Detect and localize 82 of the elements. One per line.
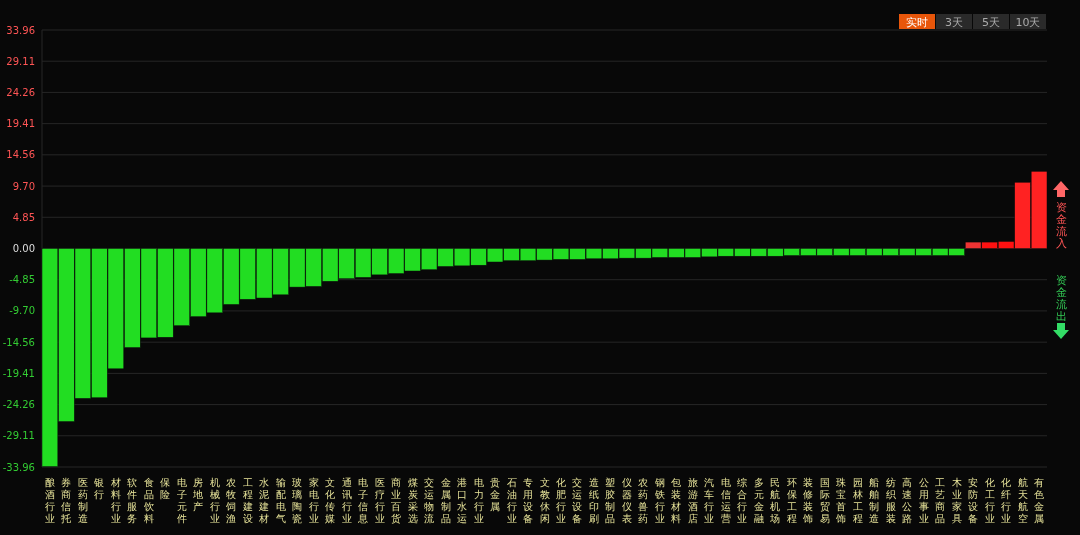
y-tick-label: -4.85: [9, 274, 35, 286]
x-tick-label: 家电行业: [308, 477, 319, 524]
x-tick-label: 金属制品: [440, 477, 451, 524]
x-tick-label: 化工行业: [984, 477, 995, 524]
x-tick-label: 券商信托: [60, 477, 72, 524]
y-tick-label: 19.41: [6, 118, 35, 130]
x-tick-label: 工程建设: [241, 477, 253, 524]
text: 资金流入: [1055, 201, 1067, 250]
x-tick-label: 贵金属: [490, 477, 501, 512]
x-tick-label: 航天航空: [1017, 477, 1028, 524]
y-tick-label: 29.11: [6, 55, 35, 67]
x-tick-label: 电力行业: [473, 477, 484, 524]
x-tick-label: 包装材料: [670, 477, 682, 524]
x-tick-label: 港口水运: [457, 477, 468, 524]
y-tick-label: 9.70: [12, 180, 35, 192]
x-tick-label: 纺织服装: [885, 477, 896, 524]
x-tick-label: 电信运营: [720, 477, 731, 524]
x-tick-label: 石油行业: [506, 477, 517, 524]
x-tick-label: 有色金属: [1034, 477, 1045, 524]
y-tick-label: -19.41: [2, 367, 35, 379]
x-tick-label: 汽车行业: [704, 477, 715, 524]
text: 3天: [945, 15, 963, 29]
x-tick-label: 钢铁行业: [653, 477, 665, 524]
text: 5天: [982, 15, 1000, 29]
x-tick-label: 旅游酒店: [687, 477, 698, 524]
x-tick-label: 民航机场: [769, 477, 781, 524]
y-tick-label: -24.26: [2, 399, 35, 411]
x-tick-label: 船舶制造: [869, 477, 880, 524]
y-tick-label: 24.26: [6, 86, 35, 98]
x-tick-label: 多元金融: [753, 477, 764, 524]
x-tick-label: 农药兽药: [638, 477, 649, 524]
x-tick-label: 文教休闲: [539, 477, 550, 524]
x-tick-label: 银行: [93, 477, 105, 500]
x-tick-label: 工艺商品: [935, 477, 946, 524]
text: 资金流出: [1055, 274, 1067, 323]
x-tick-label: 机械行业: [209, 477, 220, 524]
y-tick-label: -29.11: [2, 430, 35, 442]
x-tick-label: 综合行业: [737, 477, 748, 524]
x-tick-label: 电子元件: [176, 477, 187, 524]
x-tick-label: 安防设备: [968, 477, 979, 524]
x-tick-label: 农牧饲渔: [225, 477, 237, 524]
x-tick-label: 化纤行业: [1001, 477, 1012, 524]
x-tick-label: 化肥行业: [555, 477, 566, 524]
x-tick-label: 房地产: [192, 477, 204, 512]
x-tick-label: 输配电气: [275, 477, 286, 524]
y-tick-label: -14.56: [2, 336, 35, 348]
x-tick-label: 交运设备: [572, 477, 583, 524]
x-tick-label: 软件服务: [127, 477, 138, 524]
x-tick-label: 文化传媒: [325, 477, 336, 524]
text: 实时: [906, 15, 928, 29]
x-tick-label: 医药制造: [77, 477, 88, 524]
x-tick-label: 园林工程: [851, 477, 863, 524]
x-tick-label: 交运物流: [424, 477, 435, 524]
y-tick-label: -9.70: [9, 305, 35, 317]
x-tick-label: 塑胶制品: [605, 477, 616, 524]
x-tick-label: 仪器仪表: [621, 477, 632, 524]
y-tick-label: 14.56: [6, 149, 35, 161]
x-tick-label: 食品饮料: [142, 477, 154, 524]
x-tick-label: 高速公路: [902, 477, 913, 524]
x-tick-label: 商业百货: [391, 477, 402, 524]
x-tick-label: 国际贸易: [819, 477, 830, 524]
x-tick-label: 装修装饰: [802, 477, 814, 524]
x-tick-label: 电子信息: [357, 477, 369, 524]
x-tick-label: 保险: [160, 477, 171, 500]
x-tick-label: 造纸印刷: [588, 477, 599, 524]
x-tick-label: 材料行业: [109, 477, 121, 524]
text: 10天: [1015, 15, 1041, 29]
x-tick-label: 水泥建材: [258, 477, 270, 524]
x-tick-label: 环保工程: [786, 477, 797, 524]
x-tick-label: 珠宝首饰: [835, 477, 847, 524]
x-tick-label: 专用设备: [523, 477, 534, 524]
x-tick-label: 玻璃陶瓷: [292, 477, 303, 524]
y-tick-label: -33.96: [2, 461, 35, 473]
y-tick-label: 33.96: [6, 24, 35, 36]
y-tick-label: 0.00: [12, 243, 35, 254]
x-tick-label: 木业家具: [951, 477, 962, 524]
x-tick-label: 医疗行业: [374, 477, 385, 524]
y-tick-label: 4.85: [12, 211, 35, 223]
x-tick-label: 酿酒行业: [44, 477, 55, 524]
x-tick-label: 公用事业: [918, 477, 929, 524]
x-tick-label: 通讯行业: [341, 477, 352, 524]
x-tick-label: 煤炭采选: [407, 477, 418, 524]
